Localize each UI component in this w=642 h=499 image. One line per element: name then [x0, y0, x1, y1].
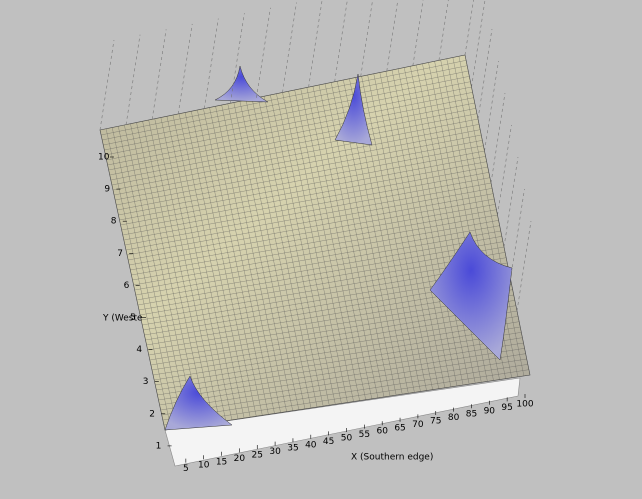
y-tick-label: 3	[143, 377, 149, 387]
box-line	[503, 156, 519, 248]
box-line	[256, 7, 271, 98]
y-tick-label: 6	[124, 281, 130, 291]
box-line	[497, 124, 512, 216]
y-tick-label: 1	[156, 441, 162, 451]
mesh-lines	[101, 56, 529, 430]
x-tick-label: 40	[305, 440, 317, 450]
box-line	[471, 0, 486, 88]
base-slab	[164, 377, 521, 467]
x-tick-label: 100	[516, 400, 533, 410]
y-axis-label: Y (Weste	[102, 314, 143, 324]
peaks	[164, 65, 513, 431]
box-line	[151, 29, 167, 120]
x-tick-label: 5	[183, 464, 189, 474]
x-tick-label: 25	[252, 451, 263, 461]
box-line	[282, 2, 297, 93]
x-tick-label: 45	[323, 437, 334, 447]
peak	[164, 375, 233, 431]
box-line	[516, 220, 532, 312]
x-tick-label: 60	[376, 427, 388, 437]
y-tick-label: 4	[136, 345, 142, 355]
box-line	[386, 0, 399, 72]
box-line	[360, 0, 373, 77]
x-tick-label: 10	[198, 461, 210, 471]
x-tick-label: 90	[484, 406, 496, 416]
peak	[334, 73, 373, 146]
box-line	[484, 60, 499, 152]
y-tick-label: 7	[117, 249, 123, 259]
x-tick-label: 75	[430, 417, 441, 427]
box-line	[203, 18, 219, 109]
x-tick-label: 80	[448, 413, 460, 423]
x-tick-label: 20	[234, 454, 246, 464]
box-line	[464, 0, 474, 56]
y-tick-label: 10	[98, 153, 110, 163]
mesh	[101, 56, 529, 430]
y-tick-label: 8	[111, 217, 117, 227]
box-line	[438, 0, 449, 61]
box-line	[510, 188, 525, 280]
x-tick-label: 50	[341, 434, 353, 444]
box-line	[308, 0, 323, 88]
x-tick-label: 70	[412, 420, 424, 430]
box-line	[125, 34, 141, 125]
x-tick-label: 85	[466, 410, 477, 420]
y-tick-label: 2	[149, 409, 155, 419]
x-tick-label: 15	[216, 457, 227, 467]
x-tick-label: 30	[269, 447, 281, 457]
x-tick-label: 65	[394, 423, 405, 433]
x-tick-label: 35	[287, 444, 298, 454]
box-line	[334, 0, 348, 82]
box-line	[490, 92, 506, 184]
box-line	[99, 39, 115, 131]
box-line	[477, 28, 493, 120]
peak	[214, 65, 269, 103]
box-line	[412, 0, 424, 66]
y-tick-label: 5	[130, 313, 136, 323]
x-tick-label: 55	[359, 430, 370, 440]
x-axis-label: X (Southern edge)	[351, 453, 433, 463]
y-tick-label: 9	[104, 185, 110, 195]
peak	[429, 231, 513, 361]
box-line	[177, 23, 193, 114]
x-tick-label: 95	[501, 403, 512, 413]
